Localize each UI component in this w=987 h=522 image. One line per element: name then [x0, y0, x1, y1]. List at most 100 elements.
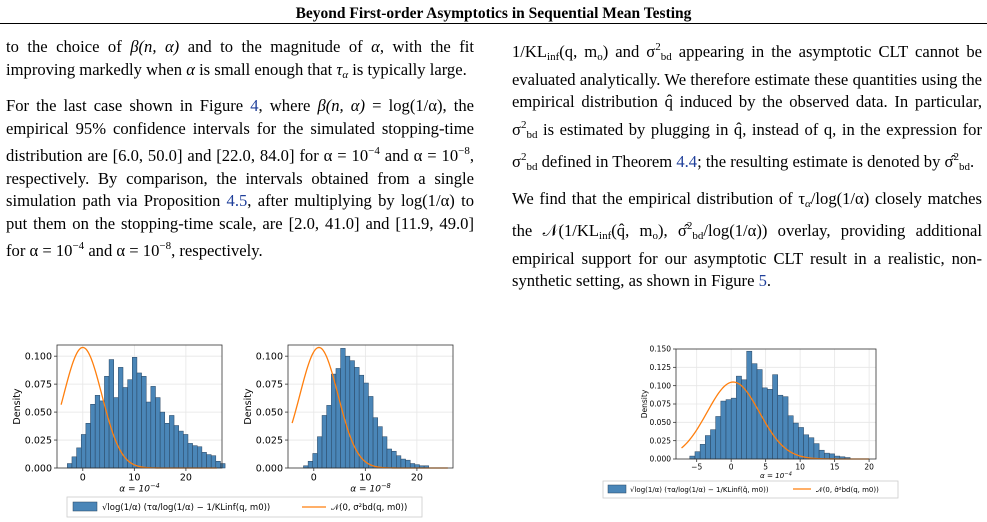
- histogram-bar: [164, 423, 170, 469]
- histogram-bar: [730, 397, 737, 460]
- histogram-bar: [720, 400, 727, 460]
- histogram-bar: [772, 374, 778, 460]
- histogram-bar: [372, 417, 378, 469]
- y-tick-label: 0.000: [25, 463, 52, 474]
- x-tick-label: 10: [128, 473, 140, 484]
- histogram-bar: [183, 434, 189, 469]
- histogram-bar: [368, 396, 374, 469]
- histogram-bar: [808, 437, 815, 460]
- running-title: Beyond First-order Asymptotics in Sequen…: [295, 5, 692, 22]
- histogram-bar: [108, 359, 114, 469]
- histogram-bar: [803, 434, 810, 460]
- x-tick-label: 20: [180, 473, 192, 484]
- paragraph-3: 1/KLinf(q, mo) and σ2bd appearing in the…: [512, 41, 982, 173]
- y-axis-label: Density: [12, 388, 23, 424]
- proposition-4-5-link[interactable]: 4.5: [226, 191, 248, 210]
- figure-4: 0 10 20 0.000 0.025 0.050 0.075 0.100 Density α =…: [12, 344, 454, 518]
- histogram-bar: [386, 448, 392, 469]
- histogram-bar: [76, 447, 82, 469]
- figure-5-legend: √log(1/α) (τα/log(1/α) − 1/KLinf(q̂, m0)…: [602, 480, 899, 499]
- histogram-bar: [689, 455, 696, 460]
- histogram-bar: [349, 360, 355, 469]
- theorem-4-4-link[interactable]: 4.4: [676, 152, 698, 171]
- histogram-bar: [150, 386, 156, 469]
- y-tick-label: 0.050: [650, 418, 672, 427]
- histogram-bar: [725, 399, 732, 460]
- y-tick-label: 0.100: [650, 381, 672, 390]
- header-rule: [0, 23, 987, 24]
- histogram-bar: [756, 369, 763, 460]
- y-tick-label: 0.050: [256, 407, 283, 418]
- histogram-bar: [382, 436, 388, 469]
- histogram-bar: [344, 355, 351, 469]
- x-tick-label: 20: [411, 473, 423, 484]
- histogram-bar: [141, 376, 147, 469]
- x-tick-label: 20: [864, 463, 874, 472]
- legend-hist-label: √log(1/α) (τα/log(1/α) − 1/KLinf(q, m0)): [102, 503, 270, 513]
- figure-4-link[interactable]: 4: [250, 96, 259, 115]
- histogram-bar: [173, 425, 179, 469]
- x-axis-label: α = 10−8: [350, 482, 391, 494]
- paragraph-2: For the last case shown in Figure 4, whe…: [6, 96, 475, 260]
- y-tick-label: 0.075: [25, 379, 52, 390]
- histogram-bar: [67, 463, 73, 469]
- histogram-bar: [777, 394, 784, 460]
- x-tick-label: −5: [691, 463, 702, 472]
- histogram-bar: [317, 436, 323, 469]
- histogram-bar: [307, 461, 313, 469]
- histogram-bar: [155, 397, 161, 469]
- legend-hist-label: √log(1/α) (τα/log(1/α) − 1/KLinf(q̂, m0)…: [630, 486, 769, 494]
- x-tick-label: 0: [311, 473, 317, 484]
- histogram-bar: [405, 459, 411, 469]
- histogram-bar: [201, 452, 207, 469]
- figure-5-link[interactable]: 5: [758, 271, 767, 290]
- y-tick-label: 0.125: [650, 363, 672, 372]
- histogram-bar: [178, 430, 184, 469]
- figure-5: −5 0 5 10 15 20 0.000 0.025 0.050 0.075 0.100 0.125…: [602, 345, 899, 499]
- histogram-bar: [741, 379, 747, 460]
- histogram-bar: [90, 404, 96, 469]
- histogram-bar: [798, 427, 804, 460]
- x-tick-label: 10: [359, 473, 371, 484]
- y-tick-label: 0.025: [650, 436, 672, 445]
- x-axis-label: α = 10−4: [119, 482, 160, 494]
- legend-box: [66, 496, 423, 518]
- histogram-bar: [818, 449, 825, 460]
- paragraph-4: We find that the empirical distribution …: [512, 188, 982, 291]
- x-tick-label: 10: [795, 463, 805, 472]
- histogram-bar: [206, 454, 212, 469]
- histogram-bar: [321, 415, 327, 469]
- histogram-bar: [358, 374, 365, 469]
- x-tick-label: 0: [729, 463, 734, 472]
- y-tick-label: 0.050: [25, 407, 52, 418]
- figure-4-legend: √log(1/α) (τα/log(1/α) − 1/KLinf(q, m0))…: [66, 496, 423, 518]
- histogram-bar: [159, 411, 166, 469]
- histogram-bar: [751, 363, 758, 460]
- y-tick-label: 0.100: [25, 352, 52, 363]
- y-tick-label: 0.000: [650, 455, 672, 464]
- histogram-bar: [377, 426, 383, 469]
- plot-frame: [287, 344, 454, 469]
- histogram-bar: [71, 456, 77, 469]
- histogram-bar: [767, 389, 773, 460]
- histogram-bar: [391, 450, 397, 469]
- histogram-bar: [400, 458, 406, 469]
- x-axis-label: α = 10−4: [760, 471, 792, 480]
- histogram-bar: [197, 446, 203, 469]
- histogram-bar: [829, 453, 835, 460]
- y-tick-label: 0.075: [256, 379, 283, 390]
- histogram-bar: [699, 444, 706, 460]
- histogram-bar: [331, 373, 337, 469]
- y-tick-label: 0.000: [256, 463, 283, 474]
- histogram-bar: [145, 401, 152, 469]
- plot-frame: [56, 344, 223, 469]
- legend-box: [602, 480, 899, 499]
- paragraph-1: to the choice of β(n, α) and to the magn…: [6, 37, 474, 81]
- histogram-bar: [85, 423, 91, 469]
- histogram-bar: [187, 443, 193, 469]
- histogram-bar: [705, 435, 711, 460]
- histogram-bar: [94, 395, 101, 469]
- y-tick-label: 0.100: [256, 352, 283, 363]
- x-tick-label: 5: [763, 463, 768, 472]
- histogram-real-data: −5 0 5 10 15 20 0.000 0.025 0.050 0.075 0.100 0.125…: [640, 345, 877, 480]
